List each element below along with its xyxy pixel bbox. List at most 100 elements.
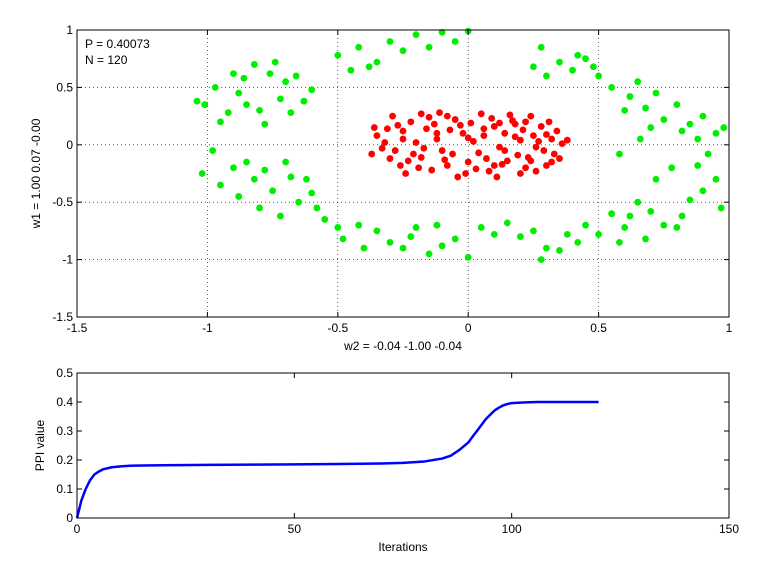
inner-cluster-point [464, 134, 472, 142]
outer-ring-point [642, 235, 649, 243]
line-axes-frame [77, 373, 729, 518]
inner-cluster-point [540, 147, 548, 154]
scatter-x-tick-label: -1 [202, 321, 213, 335]
outer-ring-point [287, 173, 295, 181]
outer-ring-point [386, 238, 394, 246]
line-ticks: 0 50 100 150 0 0.1 0.2 0.3 0.4 0.5 [56, 366, 739, 536]
outer-ring-point [235, 89, 243, 97]
outer-ring-point [308, 86, 316, 94]
inner-cluster-point [537, 123, 545, 130]
inner-cluster-point [394, 121, 402, 129]
outer-ring-point [621, 106, 629, 114]
inner-cluster-point [498, 160, 506, 168]
inner-cluster-point [532, 167, 540, 175]
inner-cluster-point [456, 121, 464, 129]
inner-cluster-point [383, 125, 391, 133]
inner-cluster-point [550, 150, 558, 158]
outer-ring-point [261, 166, 269, 174]
outer-ring-point [712, 129, 720, 137]
inner-cluster-point [386, 155, 394, 162]
outer-ring-point [673, 224, 681, 231]
outer-ring-point [616, 238, 623, 246]
outer-ring-point [608, 84, 616, 91]
outer-ring-point [433, 221, 441, 229]
scatter-x-axis-label: w2 = -0.04 -1.00 -0.04 [343, 339, 462, 353]
inner-cluster-point [511, 133, 519, 141]
inner-cluster-point [433, 135, 441, 143]
line-y-tick-label: 0.1 [56, 482, 73, 496]
outer-ring-point [636, 135, 644, 143]
outer-ring-point [438, 28, 446, 36]
outer-ring-point [407, 233, 415, 241]
sample-count-annotation: N = 120 [85, 53, 128, 67]
outer-ring-point [412, 31, 420, 38]
inner-cluster-point [417, 154, 425, 161]
outer-ring-point [201, 101, 209, 109]
inner-cluster-point [402, 170, 410, 177]
outer-ring-point [537, 256, 545, 263]
inner-cluster-point [462, 170, 469, 177]
outer-ring-point [543, 244, 550, 252]
outer-ring-point [240, 74, 248, 82]
outer-ring-point [425, 250, 433, 258]
inner-cluster-point [522, 118, 529, 126]
scatter-y-tick-label: 1 [66, 23, 73, 37]
inner-cluster-point [446, 126, 454, 134]
outer-ring-point [243, 101, 250, 109]
inner-cluster-point [378, 144, 386, 152]
inner-cluster-point [535, 137, 543, 145]
inner-cluster-point [548, 135, 556, 143]
outer-ring-point [303, 175, 310, 183]
outer-ring-point [282, 158, 290, 166]
outer-ring-point [250, 61, 258, 68]
inner-cluster-point [430, 120, 438, 128]
outer-ring-point [678, 127, 686, 135]
inner-cluster-point [428, 166, 436, 174]
inner-cluster-point [423, 125, 430, 133]
inner-cluster-point [532, 143, 540, 151]
outer-ring-point [399, 47, 407, 55]
inner-cluster-point [404, 157, 412, 165]
scatter-gridlines [77, 30, 729, 317]
outer-ring-point [543, 72, 550, 80]
inner-cluster-point [470, 137, 477, 145]
scatter-y-axis-label: w1 = 1.00 0.07 -0.00 [29, 118, 43, 229]
inner-cluster-point [490, 162, 498, 169]
outer-ring-point [516, 233, 524, 241]
outer-ring-point [589, 63, 597, 71]
inner-cluster-point [485, 167, 493, 175]
inner-cluster-point [501, 129, 509, 137]
inner-cluster-point [472, 165, 480, 173]
outer-ring-point [642, 104, 649, 112]
outer-ring-point [652, 89, 660, 97]
outer-ring-point [334, 51, 342, 59]
outer-ring-point [574, 238, 582, 246]
inner-cluster-point [522, 164, 529, 172]
inner-cluster-point [490, 123, 498, 130]
line-y-tick-label: 0.3 [56, 424, 73, 438]
line-x-tick-label: 100 [502, 522, 522, 536]
inner-cluster-point [480, 132, 488, 140]
inner-cluster-point [496, 119, 503, 127]
outer-ring-point [334, 224, 342, 231]
ppi-line-plot: 0 50 100 150 0 0.1 0.2 0.3 0.4 0.5 Iterations PPI… [33, 366, 739, 554]
outer-ring-point [355, 43, 363, 51]
inner-cluster-point [443, 112, 451, 120]
line-y-tick-label: 0.2 [56, 453, 73, 467]
outer-ring-point [668, 164, 676, 172]
outer-ring-point [673, 101, 681, 109]
outer-ring-point [556, 58, 563, 66]
inner-cluster-point [410, 150, 417, 158]
outer-ring-point [209, 147, 217, 154]
inner-cluster-point [514, 151, 522, 159]
inner-cluster-point [506, 111, 514, 119]
inner-cluster-point [548, 158, 556, 166]
inner-cluster-point [493, 173, 501, 181]
inner-cluster-point [396, 162, 404, 169]
inner-cluster-point [511, 120, 519, 128]
outer-ring-point [321, 216, 329, 223]
outer-ring-point [425, 43, 433, 51]
outer-ring-point [256, 106, 263, 114]
outer-ring-point [634, 198, 642, 206]
line-y-tick-label: 0 [66, 511, 73, 525]
